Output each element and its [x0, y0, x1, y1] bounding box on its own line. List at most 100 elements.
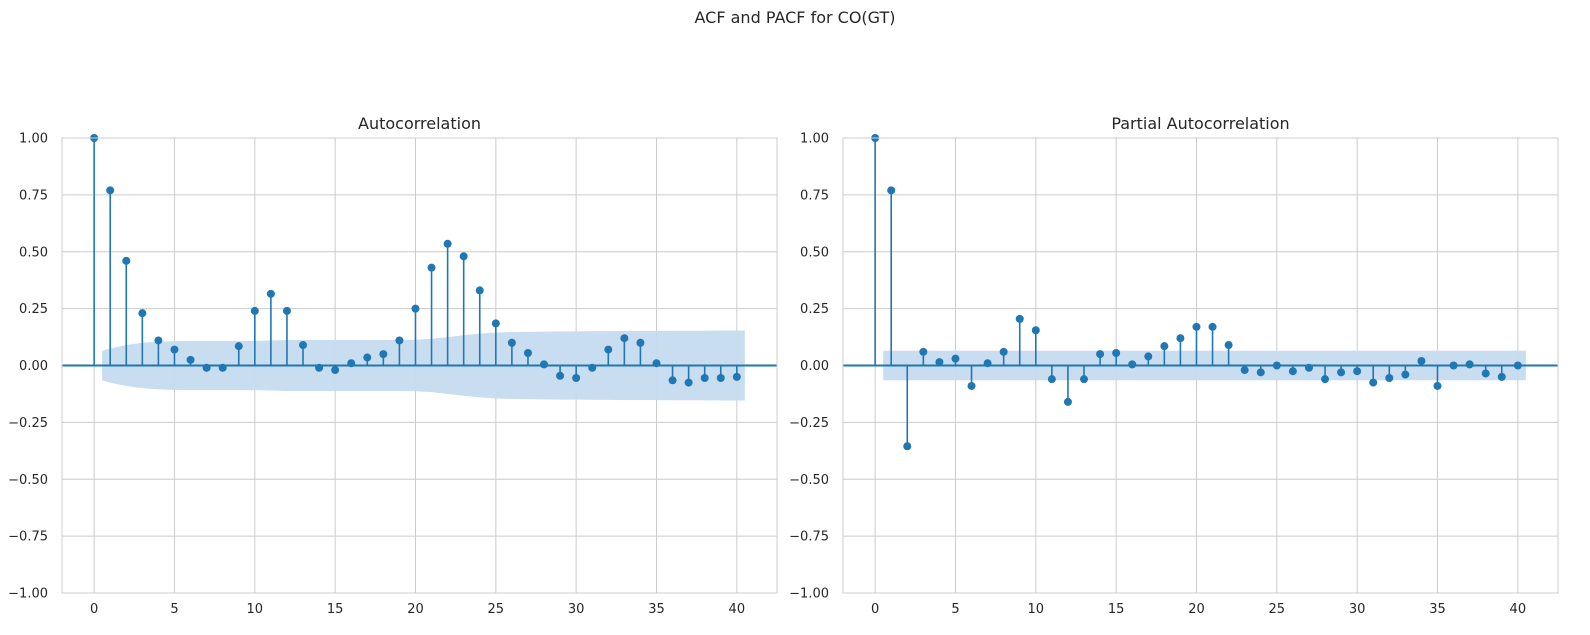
y-tick-label: −0.50 [8, 473, 48, 488]
x-tick-label: 10 [247, 602, 264, 617]
data-point [282, 306, 291, 315]
data-point [903, 442, 912, 451]
y-tick-label: 0.00 [800, 359, 829, 374]
data-point [1497, 372, 1506, 381]
data-point [935, 358, 944, 367]
data-point [684, 378, 693, 387]
data-point [652, 359, 661, 368]
data-point [154, 336, 163, 345]
data-point [1433, 381, 1442, 390]
y-tick-label: −0.25 [8, 416, 48, 431]
data-point [1112, 348, 1121, 357]
data-point [1160, 342, 1169, 351]
y-tick-label: 1.00 [800, 132, 829, 147]
chart-title: Autocorrelation [358, 114, 481, 133]
y-tick-label: 1.00 [19, 132, 48, 147]
data-point [668, 376, 677, 385]
data-point [266, 289, 275, 298]
y-tick-label: 0.75 [800, 188, 829, 203]
figure-title: ACF and PACF for CO(GT) [694, 8, 896, 27]
data-point [138, 309, 147, 318]
chart-panel-1: 0 5 10 15 20 25 30 35 40 −1.00 −0.75 −0.50 −0.25 0.00… [8, 114, 778, 617]
x-tick-label: 15 [1108, 602, 1125, 617]
data-point [411, 304, 420, 313]
x-tick-label: 35 [1429, 602, 1446, 617]
data-point [1272, 361, 1281, 370]
x-tick-label: 20 [1188, 602, 1205, 617]
data-point [1080, 375, 1089, 384]
data-point [379, 350, 388, 359]
data-point [299, 341, 308, 350]
data-point [556, 371, 565, 380]
x-tick-label: 5 [951, 602, 959, 617]
data-point [1192, 322, 1201, 331]
data-point [983, 359, 992, 368]
data-point [170, 345, 179, 354]
data-point [588, 363, 597, 372]
y-tick-label: 0.25 [800, 302, 829, 317]
x-tick-label: 5 [170, 602, 178, 617]
y-tick-label: −0.75 [789, 530, 829, 545]
x-tick-label: 20 [407, 602, 424, 617]
data-point [443, 239, 452, 248]
data-point [1176, 334, 1185, 343]
x-tick-label: 30 [568, 602, 585, 617]
data-point [331, 366, 340, 375]
data-point [620, 334, 629, 343]
data-point [540, 360, 549, 369]
x-tick-label: 30 [1349, 602, 1366, 617]
x-tick-label: 25 [1269, 602, 1286, 617]
y-tick-label: 0.50 [800, 245, 829, 260]
data-point [1015, 314, 1024, 323]
data-point [1337, 368, 1346, 377]
data-point [507, 338, 516, 347]
x-tick-label: 15 [327, 602, 344, 617]
y-tick-label: −1.00 [8, 587, 48, 602]
data-point [1031, 326, 1040, 335]
data-point [1256, 368, 1265, 377]
chart-panel-2: 0 5 10 15 20 25 30 35 40 −1.00 −0.75 −0.50 −0.25 0.00… [789, 114, 1559, 617]
data-point [315, 363, 324, 372]
data-point [395, 336, 404, 345]
x-tick-label: 40 [1510, 602, 1527, 617]
x-tick-label: 35 [648, 602, 665, 617]
data-point [1063, 397, 1072, 406]
data-point [1144, 352, 1153, 361]
axes-frame [842, 137, 1559, 594]
data-point [475, 286, 484, 295]
data-point [732, 372, 741, 381]
data-point [1417, 356, 1426, 365]
data-point [1481, 369, 1490, 378]
data-point [999, 347, 1008, 356]
data-point [427, 263, 436, 272]
x-tick-label: 0 [90, 602, 98, 617]
data-point [234, 342, 243, 351]
data-point [1128, 360, 1137, 369]
chart-title: Partial Autocorrelation [1111, 114, 1289, 133]
x-tick-label: 25 [488, 602, 505, 617]
data-point [604, 345, 613, 354]
data-point [218, 363, 227, 372]
axes-frame [61, 137, 778, 594]
data-point [523, 348, 532, 357]
data-point [1321, 375, 1330, 384]
data-point [700, 374, 709, 383]
x-tick-label: 0 [871, 602, 879, 617]
data-point [1401, 370, 1410, 379]
y-tick-label: −0.25 [789, 416, 829, 431]
data-point [347, 359, 356, 368]
data-point [1465, 360, 1474, 369]
data-point [1353, 367, 1362, 376]
y-tick-label: 0.25 [19, 302, 48, 317]
data-point [1208, 322, 1217, 331]
data-point [951, 354, 960, 363]
y-tick-label: −1.00 [789, 587, 829, 602]
data-point [202, 363, 211, 372]
y-tick-label: −0.50 [789, 473, 829, 488]
data-point [1288, 367, 1297, 376]
data-point [186, 355, 195, 364]
data-point [250, 306, 259, 315]
data-point [1304, 363, 1313, 372]
data-point [122, 256, 131, 265]
